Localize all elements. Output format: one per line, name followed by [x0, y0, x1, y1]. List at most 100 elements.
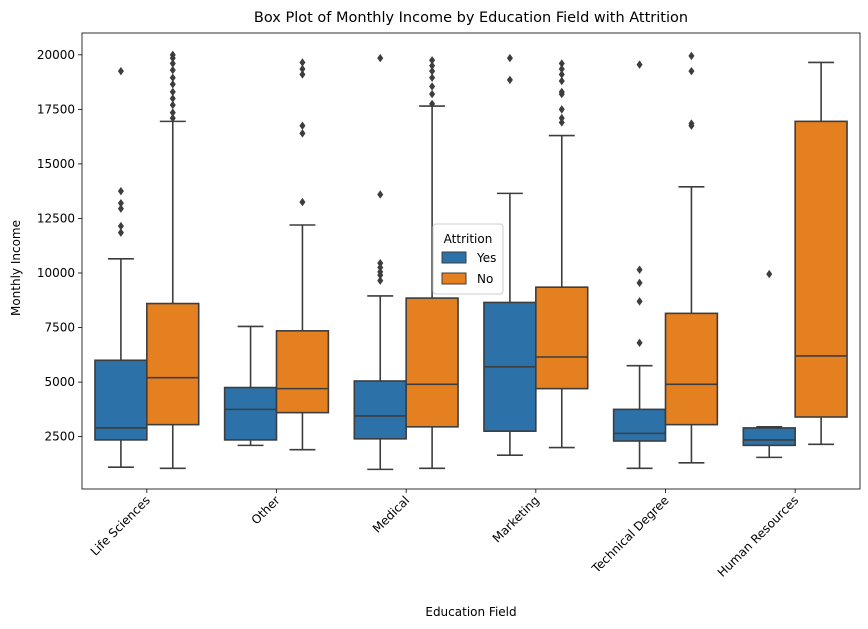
y-tick-label: 17500 [37, 102, 75, 116]
outlier-point [377, 267, 384, 277]
box-no-medical [405, 56, 459, 470]
x-tick-label: Medical [370, 493, 412, 535]
outlier-point [558, 87, 565, 97]
outlier-point [506, 75, 513, 85]
outlier-point [169, 73, 176, 82]
box-no-marketing [535, 59, 589, 449]
outlier-point [688, 119, 695, 128]
box-body [535, 286, 589, 390]
legend: Attrition Yes No [432, 223, 504, 295]
legend-label-yes: Yes [476, 251, 496, 265]
outlier-point [169, 94, 176, 103]
box-yes-medical [353, 53, 407, 471]
outlier-point [299, 121, 306, 130]
y-tick-label: 5000 [44, 375, 75, 389]
legend-swatch-no [441, 272, 467, 285]
outlier-point [429, 73, 436, 82]
outlier-point [558, 76, 565, 86]
box-body [612, 408, 667, 442]
box-body [794, 120, 848, 418]
outlier-point [299, 64, 306, 74]
outlier-point [377, 263, 384, 272]
box-body [146, 302, 200, 426]
outlier-point [117, 228, 124, 237]
outlier-point [636, 278, 643, 288]
plot-border [81, 32, 861, 490]
outlier-point [169, 87, 176, 97]
outlier-point [117, 66, 124, 76]
outlier-point [169, 108, 176, 117]
outlier-point [169, 65, 176, 75]
x-tick-label: Life Sciences [88, 493, 153, 558]
outlier-point [558, 113, 565, 123]
outlier-point [377, 258, 384, 268]
outlier-point [688, 51, 695, 61]
chart-title: Box Plot of Monthly Income by Education … [254, 10, 688, 26]
outlier-point [429, 61, 436, 70]
outlier-point [377, 276, 384, 285]
outlier-point [299, 129, 306, 138]
outlier-point [299, 197, 306, 207]
outlier-point [636, 297, 643, 306]
outlier-point [299, 70, 306, 79]
box-body [353, 380, 407, 440]
outlier-point [117, 198, 124, 208]
outlier-point [636, 338, 643, 348]
box-no-life-sciences [146, 50, 200, 470]
legend-title: Attrition [444, 232, 493, 246]
x-tick-label: Human Resources [715, 493, 802, 580]
outlier-point [169, 59, 176, 68]
y-tick-label: 12500 [37, 211, 75, 225]
legend-swatch-yes [441, 251, 467, 264]
y-axis-label: Monthly Income [9, 220, 23, 316]
box-no-other [275, 58, 330, 451]
outlier-point [429, 56, 436, 65]
outlier-point [558, 59, 565, 68]
outlier-point [169, 80, 176, 89]
outlier-point [558, 64, 565, 74]
outlier-point [558, 70, 565, 79]
outlier-point [377, 190, 384, 199]
x-tick-label: Other [249, 493, 283, 527]
y-axis: 2500 5000 7500 10000 12500 15000 17500 20000 [37, 48, 82, 444]
y-tick-label: 2500 [44, 430, 75, 444]
outlier-point [117, 221, 124, 231]
box-yes-marketing [483, 53, 537, 456]
box-no-technical-degree [664, 51, 719, 464]
outlier-point [558, 118, 565, 127]
x-axis: Life Sciences Other Medical Marketing Techni… [88, 489, 802, 580]
plot-frame [81, 32, 861, 490]
y-tick-label: 7500 [44, 321, 75, 335]
outlier-point [117, 204, 124, 213]
x-tick-label: Marketing [490, 493, 542, 545]
outlier-point [429, 89, 436, 99]
outlier-point [558, 105, 565, 114]
outlier-point [506, 53, 513, 63]
x-axis-label: Education Field [425, 605, 516, 619]
box-body [405, 297, 459, 428]
box-no-human-resources [794, 61, 848, 446]
box-series-group [94, 50, 848, 471]
box-yes-human-resources [742, 269, 796, 459]
outlier-point [429, 99, 436, 109]
outlier-point [299, 58, 306, 67]
box-yes-technical-degree [612, 60, 667, 470]
y-tick-label: 10000 [37, 266, 75, 280]
box-body [275, 330, 330, 414]
outlier-point [429, 82, 436, 91]
outlier-point [766, 269, 773, 279]
outlier-point [636, 265, 643, 274]
outlier-point [169, 100, 176, 110]
box-body [223, 386, 278, 441]
box-yes-other [223, 325, 278, 447]
outlier-point [688, 66, 695, 76]
outlier-point [117, 186, 124, 196]
outlier-point [169, 50, 176, 60]
box-body [664, 312, 719, 426]
y-tick-label: 15000 [37, 157, 75, 171]
outlier-point [636, 60, 643, 69]
y-tick-label: 20000 [37, 48, 75, 62]
x-tick-label: Technical Degree [588, 493, 671, 576]
box-body [742, 427, 796, 447]
